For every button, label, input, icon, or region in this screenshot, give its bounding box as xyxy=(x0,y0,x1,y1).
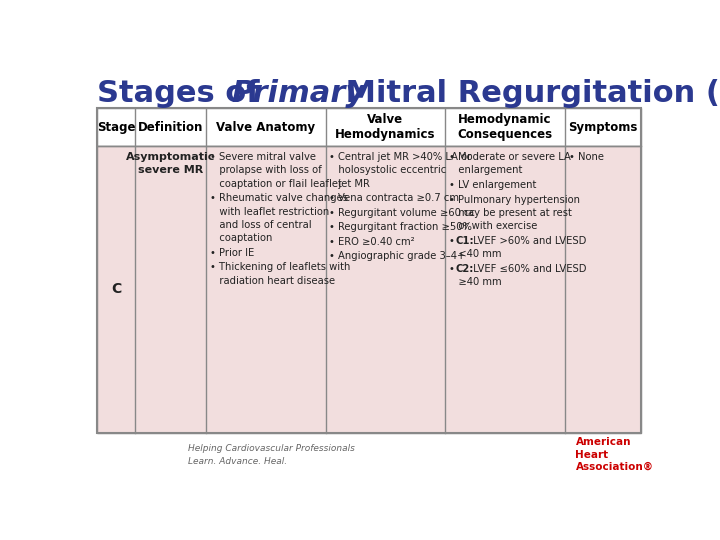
Text: Symptoms: Symptoms xyxy=(568,120,637,134)
Text: Asymptomatic: Asymptomatic xyxy=(126,152,215,162)
Text: • Central jet MR >40% LA or: • Central jet MR >40% LA or xyxy=(330,152,472,162)
Text: C2:: C2: xyxy=(456,264,474,274)
Text: • Pulmonary hypertension: • Pulmonary hypertension xyxy=(449,194,580,205)
Text: Helping Cardiovascular Professionals
Learn. Advance. Heal.: Helping Cardiovascular Professionals Lea… xyxy=(188,444,354,466)
Text: • Regurgitant volume ≥60 cc: • Regurgitant volume ≥60 cc xyxy=(330,208,475,218)
Text: • Moderate or severe LA: • Moderate or severe LA xyxy=(449,152,571,162)
Text: Mitral Regurgitation (cont.): Mitral Regurgitation (cont.) xyxy=(336,79,720,109)
Text: • ERO ≥0.40 cm²: • ERO ≥0.40 cm² xyxy=(330,237,415,247)
Text: may be present at rest: may be present at rest xyxy=(449,208,572,218)
Text: • Regurgitant fraction ≥50%: • Regurgitant fraction ≥50% xyxy=(330,222,472,232)
Text: or with exercise: or with exercise xyxy=(449,221,537,231)
Text: coaptation: coaptation xyxy=(210,233,272,243)
Text: with leaflet restriction: with leaflet restriction xyxy=(210,207,329,217)
Text: severe MR: severe MR xyxy=(138,165,203,176)
Text: •: • xyxy=(449,264,458,274)
Bar xyxy=(97,109,641,146)
Text: Valve Anatomy: Valve Anatomy xyxy=(216,120,315,134)
Bar xyxy=(97,146,641,433)
Text: • Rheumatic valve changes: • Rheumatic valve changes xyxy=(210,193,348,203)
Text: • Prior IE: • Prior IE xyxy=(210,248,254,258)
Text: and loss of central: and loss of central xyxy=(210,220,312,230)
Text: Stage: Stage xyxy=(97,120,135,134)
Text: Stages of: Stages of xyxy=(97,79,271,109)
Text: • LV enlargement: • LV enlargement xyxy=(449,180,536,190)
Bar xyxy=(97,109,641,433)
Text: C1:: C1: xyxy=(456,235,474,246)
Text: coaptation or flail leaflet: coaptation or flail leaflet xyxy=(210,179,342,188)
Text: Hemodynamic
Consequences: Hemodynamic Consequences xyxy=(457,113,552,141)
Text: • Thickening of leaflets with: • Thickening of leaflets with xyxy=(210,262,350,272)
Text: Primary: Primary xyxy=(231,79,366,109)
Text: enlargement: enlargement xyxy=(449,165,523,176)
Text: C: C xyxy=(111,282,122,296)
Text: radiation heart disease: radiation heart disease xyxy=(210,275,335,286)
Text: American
Heart
Association®: American Heart Association® xyxy=(575,437,654,472)
Text: Valve
Hemodynamics: Valve Hemodynamics xyxy=(335,113,436,141)
Text: • Vena contracta ≥0.7 cm: • Vena contracta ≥0.7 cm xyxy=(330,193,459,203)
Text: holosystolic eccentric: holosystolic eccentric xyxy=(330,165,446,176)
Text: • Severe mitral valve: • Severe mitral valve xyxy=(210,152,316,162)
Text: <40 mm: <40 mm xyxy=(449,249,502,259)
Text: LVEF ≤60% and LVESD: LVEF ≤60% and LVESD xyxy=(470,264,587,274)
Text: Definition: Definition xyxy=(138,120,203,134)
Text: • None: • None xyxy=(569,152,603,162)
Text: prolapse with loss of: prolapse with loss of xyxy=(210,165,322,176)
Text: • Angiographic grade 3–4+: • Angiographic grade 3–4+ xyxy=(330,252,466,261)
Text: LVEF >60% and LVESD: LVEF >60% and LVESD xyxy=(470,235,587,246)
Text: ≥40 mm: ≥40 mm xyxy=(449,277,502,287)
Text: jet MR: jet MR xyxy=(330,179,370,188)
Text: •: • xyxy=(449,235,458,246)
